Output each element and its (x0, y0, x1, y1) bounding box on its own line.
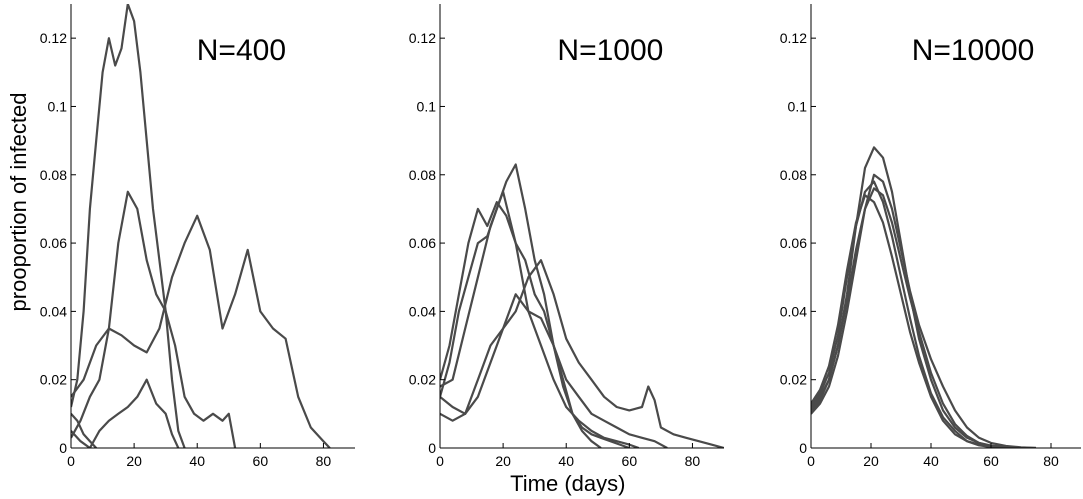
y-tick-label: 0.04 (409, 303, 436, 319)
y-tick-label: 0 (428, 440, 436, 456)
y-tick-label: 0.12 (40, 30, 67, 46)
x-tick-label: 0 (436, 453, 444, 469)
x-tick-label: 40 (189, 453, 205, 469)
series-line-2-5 (440, 190, 640, 448)
panel-title: N=10000 (912, 34, 1035, 67)
series-line-3-3 (811, 173, 1037, 448)
x-tick-label: 20 (495, 453, 511, 469)
series-line-2-2 (440, 163, 630, 448)
y-tick-label: 0.06 (780, 235, 807, 251)
x-tick-label: 40 (558, 453, 574, 469)
y-tick-label: 0.02 (409, 372, 436, 388)
series-line-3-4 (811, 194, 1022, 448)
y-tick-label: 0.08 (780, 167, 807, 183)
y-tick-label: 0 (799, 440, 807, 456)
y-tick-label: 0.12 (780, 30, 807, 46)
panel-title: N=400 (197, 34, 286, 67)
x-tick-label: 60 (622, 453, 638, 469)
y-tick-label: 0.08 (409, 167, 436, 183)
x-tick-label: 20 (863, 453, 879, 469)
y-tick-label: 0.08 (40, 167, 67, 183)
series-line-1-3 (71, 190, 237, 448)
x-tick-label: 0 (807, 453, 815, 469)
x-tick-label: 80 (316, 453, 332, 469)
x-tick-label: 80 (1043, 453, 1059, 469)
series-line-2-4 (440, 293, 668, 448)
y-tick-label: 0.04 (40, 303, 67, 319)
series-line-1-4 (71, 214, 331, 448)
y-axis-label: prooportion of infected (6, 93, 31, 312)
x-tick-label: 80 (685, 453, 701, 469)
y-tick-label: 0 (59, 440, 67, 456)
x-tick-label: 20 (126, 453, 142, 469)
panel-1: 0 0.02 0.04 0.06 0.08 0.1 0.12 0 20 40 60 80 N=400 pr… (6, 4, 355, 469)
x-tick-label: 0 (67, 453, 75, 469)
series-line-3-5 (811, 187, 1022, 448)
x-tick-label: 60 (983, 453, 999, 469)
y-tick-label: 0.02 (40, 372, 67, 388)
x-tick-label: 60 (253, 453, 269, 469)
y-tick-label: 0.12 (409, 30, 436, 46)
series-line-2-1 (440, 201, 602, 448)
y-tick-label: 0.06 (40, 235, 67, 251)
y-tick-label: 0.1 (417, 98, 437, 114)
y-tick-label: 0.04 (780, 303, 807, 319)
series-line-1-2 (71, 4, 186, 448)
y-tick-label: 0.06 (409, 235, 436, 251)
panel-2: 0 0.02 0.04 0.06 0.08 0.1 0.12 0 20 40 60 80 N=1000 T… (409, 4, 724, 496)
y-tick-label: 0.1 (788, 98, 808, 114)
y-tick-label: 0.1 (48, 98, 68, 114)
x-tick-label: 40 (923, 453, 939, 469)
series-line-2-3 (440, 259, 724, 448)
series-line-1-5 (71, 378, 180, 448)
y-tick-label: 0.02 (780, 372, 807, 388)
panel-3: 0 0.02 0.04 0.06 0.08 0.1 0.12 0 20 40 60 80 N=10000 (780, 4, 1081, 469)
x-axis-label: Time (days) (510, 471, 625, 496)
panel-title: N=1000 (557, 34, 663, 67)
